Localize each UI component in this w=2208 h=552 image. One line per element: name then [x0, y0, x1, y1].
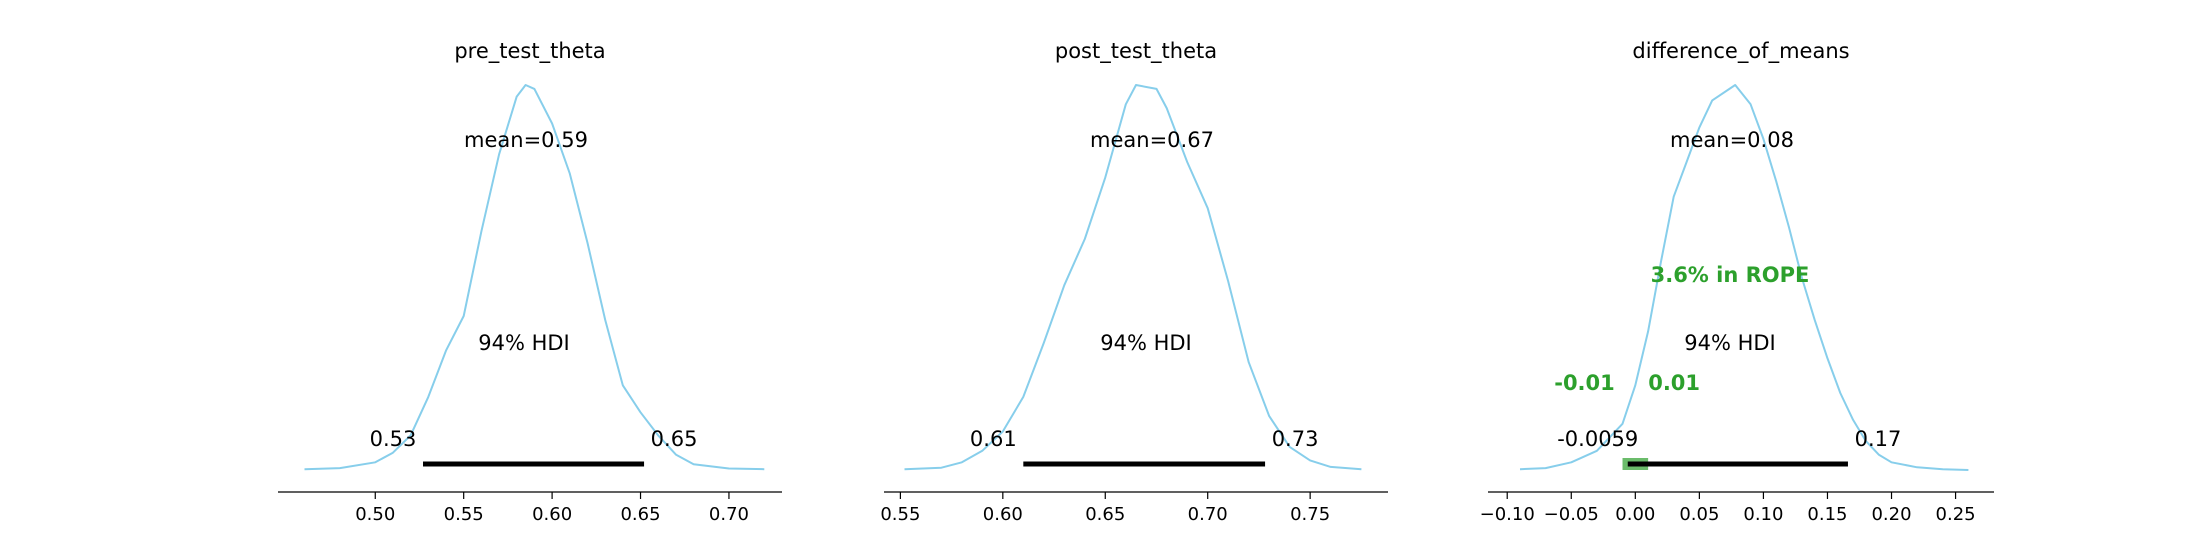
- density-curve: [904, 84, 1362, 471]
- x-tick-label: −0.05: [1544, 504, 1599, 525]
- hdi-label: 94% HDI: [1684, 331, 1776, 355]
- x-tick-label: 0.60: [532, 504, 572, 525]
- rope-low-label: -0.01: [1554, 371, 1615, 395]
- hdi-low-label: -0.0059: [1557, 427, 1638, 451]
- x-tick-label: 0.25: [1936, 504, 1976, 525]
- mean-label: mean=0.59: [464, 128, 588, 152]
- hdi-high-label: 0.17: [1855, 427, 1902, 451]
- chart-title: post_test_theta: [1055, 39, 1217, 64]
- x-tick-label: 0.65: [620, 504, 660, 525]
- rope-high-label: 0.01: [1648, 371, 1700, 395]
- x-tick-label: 0.55: [444, 504, 484, 525]
- x-tick-label: 0.70: [709, 504, 749, 525]
- x-tick-label: 0.10: [1743, 504, 1783, 525]
- x-tick-label: 0.50: [355, 504, 395, 525]
- x-tick-label: 0.60: [983, 504, 1023, 525]
- x-tick-label: 0.05: [1679, 504, 1719, 525]
- x-tick-label: 0.15: [1807, 504, 1847, 525]
- x-tick-label: 0.75: [1290, 504, 1330, 525]
- hdi-label: 94% HDI: [478, 331, 570, 355]
- x-tick-label: 0.00: [1615, 504, 1655, 525]
- hdi-low-label: 0.53: [370, 427, 417, 451]
- density-curve: [1519, 84, 1969, 471]
- mean-label: mean=0.08: [1670, 128, 1794, 152]
- hdi-high-label: 0.73: [1272, 427, 1319, 451]
- x-tick-label: 0.65: [1085, 504, 1125, 525]
- chart-title: difference_of_means: [1632, 39, 1849, 64]
- x-tick-label: 0.55: [880, 504, 920, 525]
- rope-percent-label: 3.6% in ROPE: [1651, 263, 1810, 287]
- hdi-low-label: 0.61: [970, 427, 1017, 451]
- x-tick-label: −0.10: [1480, 504, 1535, 525]
- x-tick-label: 0.70: [1188, 504, 1228, 525]
- mean-label: mean=0.67: [1090, 128, 1214, 152]
- x-tick-label: 0.20: [1871, 504, 1911, 525]
- chart-title: pre_test_theta: [454, 39, 605, 64]
- density-curve: [304, 84, 765, 471]
- hdi-label: 94% HDI: [1100, 331, 1192, 355]
- hdi-high-label: 0.65: [651, 427, 698, 451]
